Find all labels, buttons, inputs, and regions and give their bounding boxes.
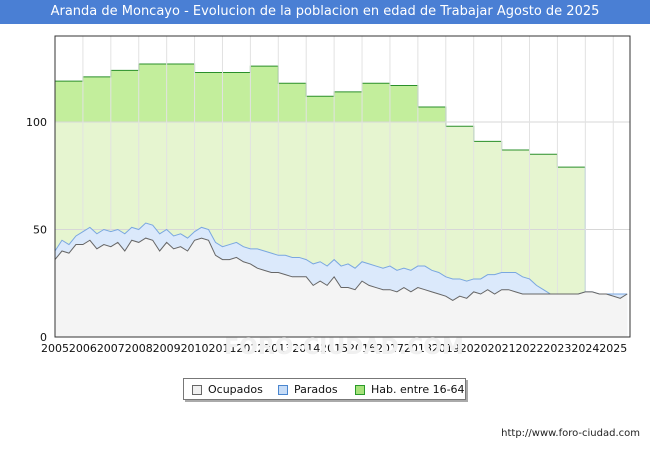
x-tick-label: 2005 [41, 342, 69, 355]
y-tick-label: 0 [40, 331, 47, 344]
x-tick-label: 2013 [264, 342, 292, 355]
parados-line [54, 222, 628, 295]
legend: Ocupados Parados Hab. entre 16-64 [183, 378, 466, 400]
y-tick-label: 50 [33, 224, 47, 237]
chart-title: Aranda de Moncayo - Evolucion de la pobl… [0, 0, 650, 24]
x-tick-label: 2021 [488, 342, 516, 355]
x-tick-label: 2011 [208, 342, 236, 355]
x-tick-label: 2010 [181, 342, 209, 355]
x-tick-label: 2024 [571, 342, 599, 355]
ocupados-line [54, 237, 628, 302]
plot-frame [54, 35, 631, 338]
legend-swatch-parados [278, 385, 288, 395]
legend-label-parados: Parados [294, 383, 338, 396]
x-tick-label: 2020 [460, 342, 488, 355]
x-tick-label: 2006 [69, 342, 97, 355]
legend-item-hab: Hab. entre 16-64 [355, 384, 465, 396]
watermark: FORO-CIUDAD.COM [224, 335, 464, 360]
x-tick-label: 2007 [97, 342, 125, 355]
x-tick-label: 2016 [348, 342, 376, 355]
x-tick-label: 2012 [236, 342, 264, 355]
legend-item-parados: Parados [278, 384, 338, 396]
legend-swatch-hab [355, 385, 365, 395]
legend-swatch-ocupados [192, 385, 202, 395]
x-tick-label: 2023 [543, 342, 571, 355]
x-tick-label: 2017 [376, 342, 404, 355]
x-tick-label: 2014 [292, 342, 320, 355]
legend-label-ocupados: Ocupados [208, 383, 263, 396]
x-tick-label: 2015 [320, 342, 348, 355]
legend-item-ocupados: Ocupados [192, 384, 263, 396]
x-tick-label: 2025 [599, 342, 627, 355]
x-tick-label: 2009 [153, 342, 181, 355]
y-tick-label: 100 [26, 116, 47, 129]
legend-label-hab: Hab. entre 16-64 [371, 383, 465, 396]
source-url: http://www.foro-ciudad.com [501, 428, 640, 439]
x-tick-label: 2008 [125, 342, 153, 355]
x-tick-label: 2018 [404, 342, 432, 355]
x-tick-label: 2019 [432, 342, 460, 355]
x-tick-label: 2022 [516, 342, 544, 355]
